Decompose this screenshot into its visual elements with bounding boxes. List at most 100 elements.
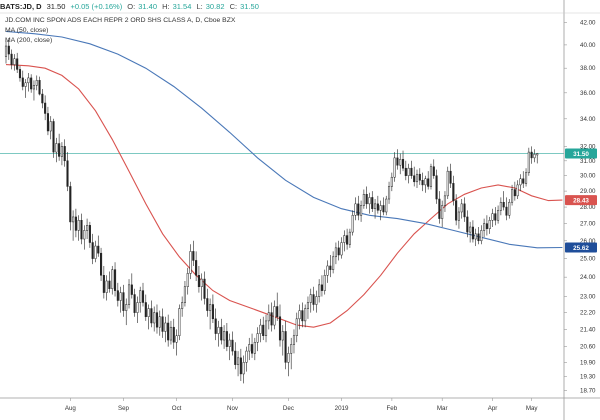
candle: [72, 210, 75, 241]
candle: [290, 337, 293, 370]
candle: [197, 265, 200, 293]
candle: [427, 171, 430, 190]
symbol-label[interactable]: BATS:JD, D: [0, 2, 42, 11]
moving-averages: [5, 30, 563, 328]
candle: [385, 195, 388, 216]
candle: [7, 38, 10, 60]
candle-body: [200, 278, 203, 287]
candle-body: [488, 220, 491, 229]
y-tick-label: 38.00: [580, 65, 596, 72]
candle: [368, 192, 371, 214]
candle: [354, 197, 357, 221]
candle: [16, 52, 19, 74]
candle-body: [527, 151, 530, 173]
candle: [91, 233, 94, 265]
candle-body: [399, 159, 402, 166]
candle-body: [203, 278, 206, 299]
candle: [474, 228, 477, 247]
candle: [242, 355, 245, 384]
candle-body: [49, 121, 52, 132]
candle-body: [376, 203, 379, 211]
candle: [13, 54, 16, 71]
x-tick-label: Mar: [437, 405, 448, 412]
candle-body: [508, 201, 511, 216]
candle-body: [502, 201, 505, 208]
candle: [262, 316, 265, 341]
candle-body: [298, 310, 301, 320]
candle: [130, 273, 133, 299]
legend-ma200[interactable]: MA (200, close): [5, 37, 52, 44]
candle: [44, 95, 47, 121]
candle-body: [189, 251, 192, 274]
candle-body: [267, 312, 270, 322]
candle: [438, 191, 441, 224]
candle: [379, 200, 382, 221]
candle: [111, 265, 114, 295]
candles: [4, 38, 539, 384]
candle: [326, 260, 329, 283]
x-tick-label: Apr: [488, 405, 498, 412]
candle-body: [348, 231, 351, 245]
candle-body: [197, 275, 200, 287]
candle-body: [77, 220, 80, 231]
candle-body: [516, 184, 519, 197]
candle: [323, 269, 326, 295]
candle: [52, 118, 55, 158]
candle: [167, 314, 170, 347]
candle-body: [371, 197, 374, 209]
price-tag-last: 31.50: [565, 148, 597, 159]
candle-body: [250, 344, 254, 354]
candle: [502, 191, 505, 211]
candle-body: [150, 308, 153, 324]
candle: [58, 133, 61, 161]
candle-body: [505, 206, 508, 216]
x-tick-label: May: [526, 405, 539, 412]
candle: [234, 342, 237, 370]
candle: [27, 73, 30, 92]
candle: [429, 163, 433, 190]
candle: [421, 172, 424, 192]
price-change: +0.05 (+0.16%): [70, 2, 123, 11]
candle: [139, 286, 142, 313]
y-tick-label: 25.00: [580, 256, 596, 263]
candle: [46, 106, 49, 136]
candle-body: [183, 286, 186, 303]
y-tick-label: 29.00: [580, 188, 596, 195]
candle-body: [253, 341, 256, 354]
candle-body: [27, 77, 30, 84]
y-tick-label: 42.00: [580, 20, 596, 27]
candle-body: [127, 284, 131, 305]
candle: [441, 200, 444, 227]
candle-body: [276, 306, 279, 317]
candle-body: [387, 186, 391, 200]
candle: [105, 275, 108, 301]
candle: [223, 325, 226, 349]
candle-body: [337, 247, 340, 256]
y-tick-label: 36.00: [580, 90, 596, 97]
candle-body: [217, 326, 220, 334]
candle-body: [30, 77, 33, 90]
candle-body: [343, 235, 346, 243]
candle: [469, 221, 472, 243]
candle: [418, 168, 421, 185]
candle: [415, 169, 419, 188]
candle-body: [214, 318, 217, 334]
candle: [463, 197, 466, 222]
candle-body: [477, 233, 480, 242]
candle-body: [304, 308, 307, 322]
candle: [10, 49, 13, 70]
candle: [49, 116, 52, 140]
candle-body: [278, 316, 282, 341]
price-tag-text: 31.50: [573, 151, 589, 158]
candle: [516, 180, 519, 200]
candle-body: [223, 331, 226, 341]
candle-body: [66, 160, 69, 187]
x-tick-label: Oct: [172, 405, 182, 412]
candle-body: [225, 331, 228, 347]
candle: [21, 70, 24, 91]
legend-ma50[interactable]: MA (50, close): [5, 27, 48, 34]
candle-body: [262, 324, 265, 336]
candle-body: [125, 304, 128, 311]
price-tag-text: 28.43: [573, 197, 589, 204]
